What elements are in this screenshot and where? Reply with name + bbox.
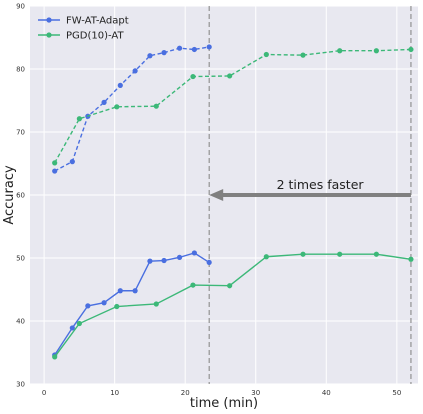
fw-at-adapt-clean-point — [176, 45, 183, 51]
y-tick-label: 40 — [16, 318, 25, 326]
fw-at-adapt-clean-point — [117, 82, 123, 88]
fw-at-adapt-clean-point — [52, 168, 58, 174]
pgd-10-at-robust-point — [408, 256, 414, 262]
x-tick-label: 20 — [181, 389, 190, 397]
fw-at-adapt-robust-point — [191, 250, 197, 256]
fw-at-adapt-robust-point — [69, 325, 75, 331]
y-tick-label: 80 — [16, 66, 25, 74]
pgd-10-at-robust-point — [227, 283, 233, 289]
pgd-10-at-robust-point — [337, 251, 343, 257]
fw-at-adapt-robust-point — [101, 300, 107, 306]
y-tick-label: 30 — [16, 381, 25, 389]
pgd-10-at-clean-point — [263, 51, 269, 58]
fw-at-adapt-clean-point — [101, 99, 107, 105]
pgd-10-at-robust-point — [263, 254, 269, 260]
reference-lines — [208, 6, 412, 384]
fw-at-adapt-robust-point — [132, 288, 138, 294]
legend: FW-AT-Adapt PGD(10)-AT — [38, 16, 129, 42]
fw-at-adapt-robust-point — [206, 259, 212, 266]
legend-marker-pgd-10-at — [46, 32, 52, 38]
pgd-10-at-clean-line — [54, 48, 411, 164]
x-tick-label: 50 — [392, 389, 401, 397]
speedup-annotation: 2 times faster — [209, 177, 411, 201]
pgd-10-at-clean-point — [190, 73, 196, 80]
data-series — [52, 44, 414, 360]
fw-at-adapt-clean-point — [132, 68, 138, 74]
y-tick-label: 60 — [16, 192, 25, 200]
fw-at-adapt-clean-point — [147, 53, 153, 59]
fw-at-adapt-clean-point — [206, 44, 212, 50]
x-axis-label: time (min) — [190, 396, 258, 411]
legend-label-fw-at-adapt: FW-AT-Adapt — [66, 16, 129, 27]
pgd-10-at-robust-point — [153, 301, 159, 307]
pgd-10-at-clean-point — [52, 160, 58, 166]
fw-at-adapt-robust-point — [147, 258, 153, 264]
legend-label-pgd-10-at: PGD(10)-AT — [66, 31, 124, 42]
pgd-10-at-clean-point — [114, 104, 120, 110]
fw-at-adapt-clean-point — [69, 159, 75, 165]
fw-at-adapt-robust-point — [85, 303, 91, 309]
y-tick-label: 70 — [16, 129, 25, 137]
x-tick-label: 40 — [322, 389, 331, 397]
legend-marker-fw-at-adapt — [46, 17, 52, 23]
tick-labels: 30 40 50 60 70 80 90 0 10 20 30 40 50 — [16, 3, 401, 398]
pgd-10-at-clean-point — [153, 103, 159, 109]
pgd-10-at-robust-point — [114, 303, 120, 310]
fw-at-adapt-robust-point — [176, 254, 183, 260]
pgd-10-at-clean-point — [408, 46, 414, 53]
pgd-10-at-clean-point — [300, 52, 306, 58]
pgd-10-at-clean-point — [337, 48, 343, 54]
fw-at-adapt-clean-point — [161, 50, 167, 56]
x-tick-label: 0 — [42, 389, 46, 397]
pgd-10-at-robust-point — [52, 354, 58, 360]
pgd-10-at-clean-point — [227, 73, 233, 79]
x-tick-label: 30 — [251, 389, 260, 397]
y-tick-label: 50 — [16, 255, 25, 263]
fw-at-adapt-clean-point — [191, 46, 197, 53]
y-axis-label: Accuracy — [2, 165, 17, 225]
fw-at-adapt-robust-point — [161, 257, 167, 264]
pgd-10-at-clean-point — [373, 48, 379, 54]
pgd-10-at-robust-point — [190, 282, 196, 288]
pgd-10-at-robust-point — [300, 251, 306, 257]
pgd-10-at-clean-point — [76, 116, 82, 122]
pgd-10-at-robust-point — [373, 251, 379, 257]
y-tick-label: 90 — [16, 3, 25, 11]
speedup-annotation-text: 2 times faster — [277, 177, 365, 192]
speedup-arrow-head — [209, 189, 224, 201]
fw-at-adapt-robust-point — [117, 288, 123, 294]
pgd-10-at-robust-point — [76, 320, 82, 327]
x-tick-label: 10 — [110, 389, 119, 397]
